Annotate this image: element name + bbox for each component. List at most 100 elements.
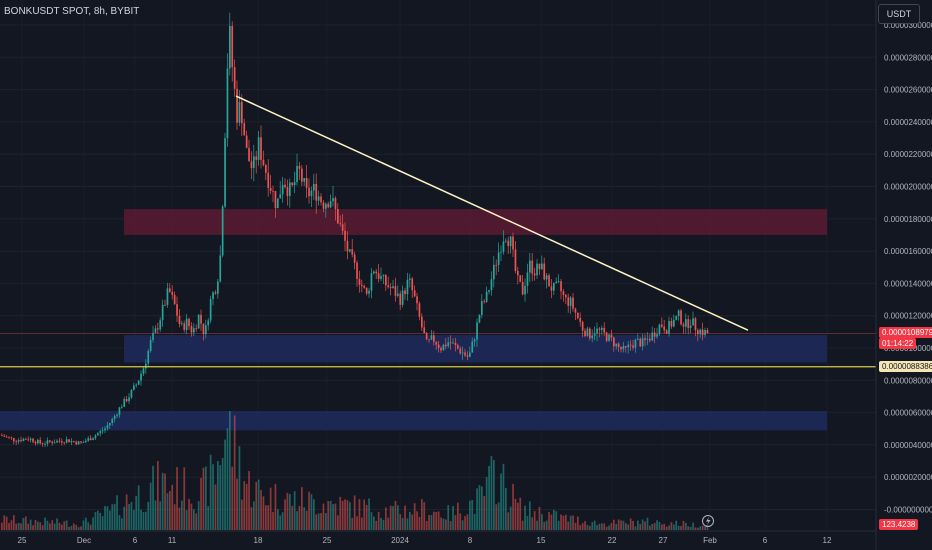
candle-body [658,324,661,335]
volume-bar [584,521,586,530]
volume-bar [101,516,104,530]
volume-bar [241,499,243,530]
candle-body [541,263,543,270]
volume-bar [385,507,387,530]
volume-bar [178,507,181,530]
volume-bar [281,512,284,530]
candle-body [181,323,183,325]
candle-body [154,328,157,333]
candle-body [442,344,445,351]
candle-body [97,433,99,436]
candle-body [250,161,253,169]
candle-body [392,286,394,288]
volume-bar [173,504,176,530]
volume-bar [308,491,310,530]
candle-body [193,328,195,333]
candle-body [53,442,56,444]
candle-body [651,332,654,341]
volume-bar [437,511,440,530]
volume-bar [495,504,498,530]
candle-body [308,187,310,197]
volume-bar [229,411,231,530]
time-tick-label: 25 [18,536,27,545]
candle-body [430,335,433,340]
support-zone-upper [124,335,827,363]
volume-bar [65,520,68,530]
volume-tag: 123.4238 [879,519,919,530]
volume-bar [17,522,20,530]
volume-bar [581,523,584,530]
candle-body [116,414,118,417]
candle-body [637,338,639,340]
candle-body [471,341,474,353]
candle-body [226,68,229,139]
price-tick-label: 0.0000260000 [884,86,932,95]
volume-bar [483,496,486,530]
volume-bar [608,525,610,530]
candle-body [375,271,378,274]
volume-bar [440,517,442,530]
candle-body [454,342,457,346]
candle-body [526,272,529,286]
candle-body [298,166,301,169]
candle-body [610,334,613,338]
volume-bar [449,521,452,530]
volume-bar [445,519,447,530]
volume-bar [286,492,289,530]
candle-body [572,297,574,309]
candle-body [574,308,577,313]
volume-bar [593,520,596,530]
candle-body [632,345,634,348]
candle-body [519,275,522,282]
time-tick-label: 12 [823,536,832,545]
candle-body [682,324,685,327]
volume-bar [200,477,202,530]
volume-bar [161,472,164,530]
currency-button[interactable]: USDT [878,4,920,24]
volume-bar [577,516,579,530]
candle-body [241,101,243,124]
volume-bar [661,524,663,530]
candle-body [533,273,536,276]
candle-body [692,318,694,326]
price-tick-label: 0.0000020000 [884,473,932,482]
volume-bar [605,526,608,530]
price-tick-label: 0.0000300000 [884,21,932,30]
descending-trendline[interactable] [235,95,749,331]
volume-bar [332,504,334,530]
candle-body [37,439,39,444]
volume-bar [589,525,591,530]
candle-body [469,352,471,357]
volume-bar [541,514,543,530]
candle-body [305,177,308,188]
candle-body [341,224,344,231]
candle-body [579,318,582,322]
volume-bar [574,522,577,530]
candle-body [373,271,375,274]
volume-bar [625,523,627,530]
candle-body [397,293,399,296]
volume-bar [305,510,308,530]
candle-body [214,292,217,294]
price-tick-label: 0.0000240000 [884,118,932,127]
volume-bar [538,507,541,530]
lightning-icon[interactable] [702,515,714,527]
candle-body [279,194,282,199]
candle-body [77,441,80,445]
volume-bar [339,496,342,530]
volume-bar [610,523,613,530]
volume-bar [562,515,565,530]
volume-bar [337,515,339,530]
volume-bar [77,527,80,530]
candle-body [248,147,250,162]
candle-body [255,156,258,160]
candle-body [46,440,49,444]
candle-body [128,397,130,402]
candle-body [646,338,649,340]
candle-body [449,342,452,344]
volume-bar [49,523,51,530]
candle-body [358,278,361,285]
volume-bar [106,506,109,530]
candle-body [399,293,402,305]
